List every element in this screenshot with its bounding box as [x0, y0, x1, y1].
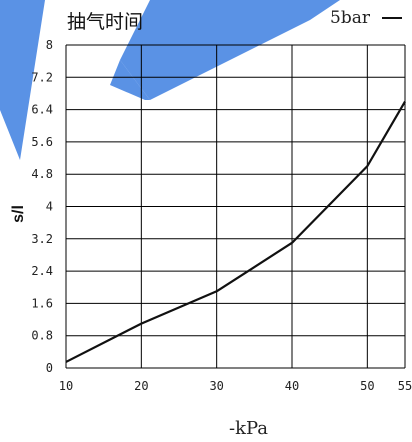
y-tick-label: 7.2 — [31, 70, 53, 84]
y-tick-label: 0.8 — [31, 329, 53, 343]
x-tick-label: 20 — [134, 379, 148, 393]
y-tick-label: 0 — [46, 361, 53, 375]
y-tick-label: 5.6 — [31, 135, 53, 149]
legend-label: 5bar — [330, 8, 370, 28]
series-line-0 — [65, 100, 406, 363]
chart-title: 抽气时间 — [67, 11, 144, 33]
legend: 5bar — [330, 8, 402, 28]
x-tick-label: 50 — [360, 379, 374, 393]
y-tick-label: 2.4 — [31, 264, 53, 278]
x-axis-label: -kPa — [229, 418, 269, 439]
legend-swatch — [382, 17, 402, 19]
x-tick-label: 55 — [398, 379, 412, 393]
y-tick-label: 6.4 — [31, 103, 53, 117]
y-tick-label: 1.6 — [31, 296, 53, 310]
watermark-stripe-left — [0, 0, 45, 160]
x-tick-label: 10 — [59, 379, 73, 393]
y-tick-label: 3.2 — [31, 232, 53, 246]
y-tick-label: 4.8 — [31, 167, 53, 181]
y-tick-label: 4 — [46, 200, 53, 214]
y-tick-label: 8 — [46, 38, 53, 52]
x-tick-label: 40 — [285, 379, 299, 393]
x-tick-label: 30 — [209, 379, 223, 393]
watermark-stripe-right — [120, 0, 340, 100]
